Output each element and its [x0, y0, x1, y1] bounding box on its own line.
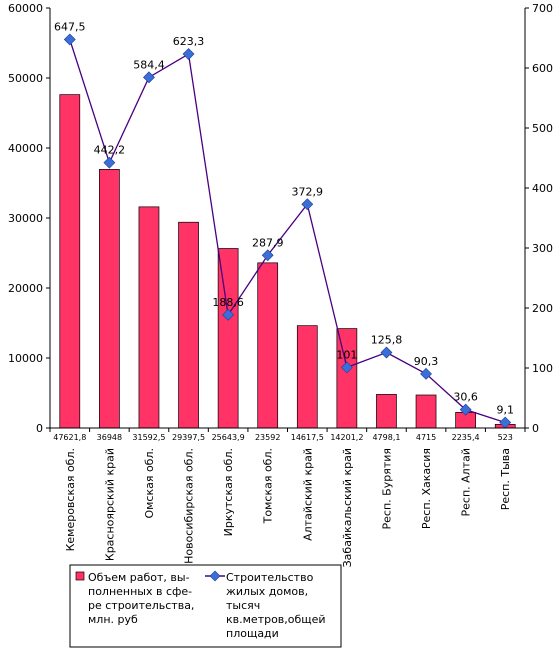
bar	[336, 328, 358, 429]
line-point	[103, 156, 116, 169]
line-value-label: 188,6	[212, 296, 244, 309]
y-right-tick-label: 300	[532, 242, 553, 255]
line-point	[222, 308, 235, 321]
category-label: Респ. Бурятия	[380, 448, 393, 529]
y-left-tick-label: 40000	[8, 142, 43, 155]
y-left-tick-label: 50000	[8, 72, 43, 85]
y-left-tick-label: 20000	[8, 282, 43, 295]
bar	[257, 262, 279, 429]
category-label: Томская обл.	[262, 448, 275, 524]
axes: 0 10000 20000 30000 40000 50000 60000 0 100 200 30…	[8, 2, 553, 435]
bar	[178, 221, 199, 429]
category-label: Забайкальский край	[341, 448, 354, 567]
legend-bar-swatch	[75, 571, 85, 581]
legend-line-label-1: Строительство	[226, 571, 314, 584]
legend: Объем работ, вы- полненных в сфе- ре стр…	[69, 564, 342, 648]
y-right-tick-label: 200	[532, 302, 553, 315]
line-point	[340, 361, 353, 374]
bar-value-labels: 47621,8 36948 31592,5 29397,5 25643,9 23592 14…	[53, 433, 513, 442]
bar	[376, 394, 397, 429]
line-value-label: 125,8	[371, 334, 403, 347]
bar-value-label: 31592,5	[132, 433, 165, 442]
legend-line-label-2: жилых домов,	[226, 585, 308, 598]
bar-value-label: 29397,5	[172, 433, 205, 442]
legend-bar-label-2: полненных в сфе-	[88, 585, 192, 598]
y-right-tick-label: 400	[532, 182, 553, 195]
y-left-tick-label: 10000	[8, 352, 43, 365]
line-value-label: 647,5	[54, 21, 86, 34]
line-value-label: 584,4	[133, 58, 165, 71]
line-point	[182, 48, 195, 60]
y-right-tick-label: 700	[532, 2, 553, 15]
bar	[217, 248, 239, 429]
y-right-tick-label: 600	[532, 62, 553, 75]
bar	[138, 206, 160, 429]
line-value-label: 90,3	[414, 355, 439, 368]
line-point	[63, 33, 76, 46]
line-series	[63, 33, 512, 429]
line-value-label: 442,2	[94, 144, 126, 157]
y-left-tick-label: 0	[36, 422, 43, 435]
bar	[296, 325, 318, 429]
line-value-label: 101	[336, 348, 357, 361]
bar-value-label: 4798,1	[372, 433, 400, 442]
bar-value-label: 23592	[255, 433, 280, 442]
category-label: Кемеровская обл.	[64, 448, 77, 551]
y-left-tick-label: 30000	[8, 212, 43, 225]
category-labels: Кемеровская обл. Красноярский край Омская …	[64, 448, 512, 567]
legend-line-label-5: площади	[226, 627, 279, 640]
line-point	[420, 367, 432, 380]
category-label: Респ. Алтай	[460, 448, 473, 517]
y-right-tick-label: 500	[532, 122, 553, 135]
bar	[59, 94, 81, 429]
plot-area	[50, 8, 525, 428]
line-point	[380, 346, 393, 359]
bar-value-label: 4715	[416, 433, 436, 442]
line-point	[261, 249, 274, 262]
legend-line-label-4: кв.метров,общей	[226, 613, 326, 626]
plot-background	[50, 8, 525, 428]
line-point	[143, 71, 155, 84]
bar-value-label: 523	[498, 433, 513, 442]
bar-value-label: 47621,8	[53, 433, 86, 442]
line-value-label: 30,6	[453, 391, 478, 404]
line-value-label: 623,3	[173, 35, 205, 48]
category-label: Новосибирская обл.	[183, 448, 196, 564]
legend-bar-label-4: млн. руб	[88, 613, 138, 626]
category-label: Красноярский край	[103, 448, 116, 561]
line-value-label: 287,9	[252, 236, 284, 249]
legend-box	[69, 564, 342, 648]
bar	[99, 169, 120, 429]
line-value-label: 9,1	[496, 404, 514, 417]
y-right-tick-label: 0	[532, 422, 539, 435]
y-right-tick-label: 100	[532, 362, 553, 375]
line-value-labels: 647,5 442,2 584,4 623,3 188,6 287,9 372,9 101 12…	[54, 21, 514, 417]
legend-line-label-3: тысяч	[226, 599, 260, 612]
bar-value-label: 2235,4	[452, 433, 480, 442]
line-value-label: 372,9	[292, 185, 324, 198]
legend-bar-label-1: Объем работ, вы-	[88, 571, 190, 584]
bar-value-label: 36948	[97, 433, 122, 442]
bar-value-label: 14201,2	[330, 433, 363, 442]
category-label: Алтайский край	[301, 448, 314, 541]
category-label: Респ. Тыва	[499, 448, 512, 510]
category-label: Респ. Хакасия	[420, 448, 433, 529]
bar-value-label: 25643,9	[212, 433, 245, 442]
line-point	[459, 403, 472, 416]
bar-value-label: 14617,5	[291, 433, 324, 442]
line-path	[69, 39, 506, 424]
category-label: Омская обл.	[143, 448, 156, 519]
category-label: Иркутская обл.	[222, 448, 235, 536]
line-point	[301, 198, 314, 211]
bar	[415, 394, 437, 429]
y-left-tick-label: 60000	[8, 2, 43, 15]
legend-line-marker	[209, 570, 221, 582]
bar-series	[59, 94, 516, 429]
legend-bar-label-3: ре строительства,	[88, 599, 194, 612]
